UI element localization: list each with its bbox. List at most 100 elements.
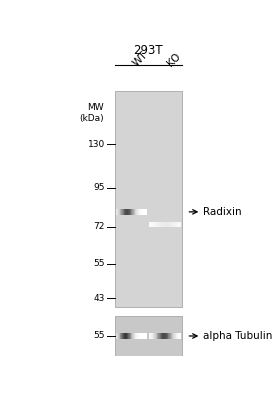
Bar [115,91,182,307]
Bar [177,332,178,339]
Bar [126,209,127,215]
Text: 55: 55 [94,260,105,268]
Bar [164,222,165,227]
Bar [146,332,147,339]
Bar [134,332,135,339]
Bar [152,332,153,339]
Bar [172,332,173,339]
Bar [159,332,160,339]
Bar [171,332,172,339]
Bar [178,222,180,227]
Bar [139,209,140,215]
Bar [116,332,117,339]
Bar [167,332,168,339]
Bar [176,332,177,339]
Bar [165,332,166,339]
Bar [127,209,128,215]
Bar [141,209,142,215]
Bar [118,332,119,339]
Bar [170,332,171,339]
Bar [167,222,168,227]
Bar [119,209,120,215]
Bar [126,332,127,339]
Bar [132,209,133,215]
Bar [122,209,123,215]
Text: 293T: 293T [133,44,163,57]
Bar [133,332,134,339]
Text: KO: KO [165,51,183,68]
Bar [173,222,175,227]
Bar [143,332,144,339]
Bar [119,332,120,339]
Bar [138,209,139,215]
Bar [158,332,159,339]
Bar [118,209,119,215]
Bar [132,332,133,339]
Bar [180,332,181,339]
Bar [156,222,157,227]
Bar [120,209,121,215]
Bar [161,332,162,339]
Bar [168,332,169,339]
Text: MW
(kDa): MW (kDa) [79,104,104,123]
Text: Radixin: Radixin [203,207,242,217]
Bar [130,209,131,215]
Bar [143,209,144,215]
Bar [149,332,150,339]
Bar [169,332,170,339]
Text: 43: 43 [94,294,105,303]
Text: 72: 72 [94,222,105,231]
Bar [161,222,162,227]
Bar [156,332,157,339]
Bar [120,332,121,339]
Bar [137,332,138,339]
Bar [165,222,167,227]
Text: 130: 130 [88,140,105,149]
Bar [121,332,122,339]
Bar [117,332,118,339]
Bar [142,209,143,215]
Bar [162,222,164,227]
Text: alpha Tubulin: alpha Tubulin [203,331,273,341]
Bar [153,332,154,339]
Bar [135,332,136,339]
Bar [116,209,117,215]
Bar [122,332,123,339]
Bar [154,332,155,339]
Bar [162,332,163,339]
Bar [136,209,137,215]
Bar [140,209,141,215]
Bar [130,332,131,339]
Bar [157,222,159,227]
Bar [139,332,140,339]
Bar [170,222,172,227]
Bar [179,332,180,339]
Bar [157,332,158,339]
Bar [149,222,151,227]
Bar [151,332,152,339]
Bar [123,332,124,339]
Bar [150,332,151,339]
Bar [173,332,174,339]
Bar [115,332,116,339]
Bar [115,316,182,356]
Bar [153,222,154,227]
Bar [133,209,134,215]
Bar [123,209,124,215]
Bar [128,332,129,339]
Bar [128,209,129,215]
Bar [121,209,122,215]
Text: 55: 55 [94,332,105,340]
Bar [172,222,173,227]
Bar [135,209,136,215]
Bar [164,332,165,339]
Bar [125,332,126,339]
Bar [175,332,176,339]
Bar [160,332,161,339]
Bar [145,332,146,339]
Bar [136,332,137,339]
Bar [155,332,156,339]
Bar [138,332,139,339]
Bar [180,222,181,227]
Bar [145,209,146,215]
